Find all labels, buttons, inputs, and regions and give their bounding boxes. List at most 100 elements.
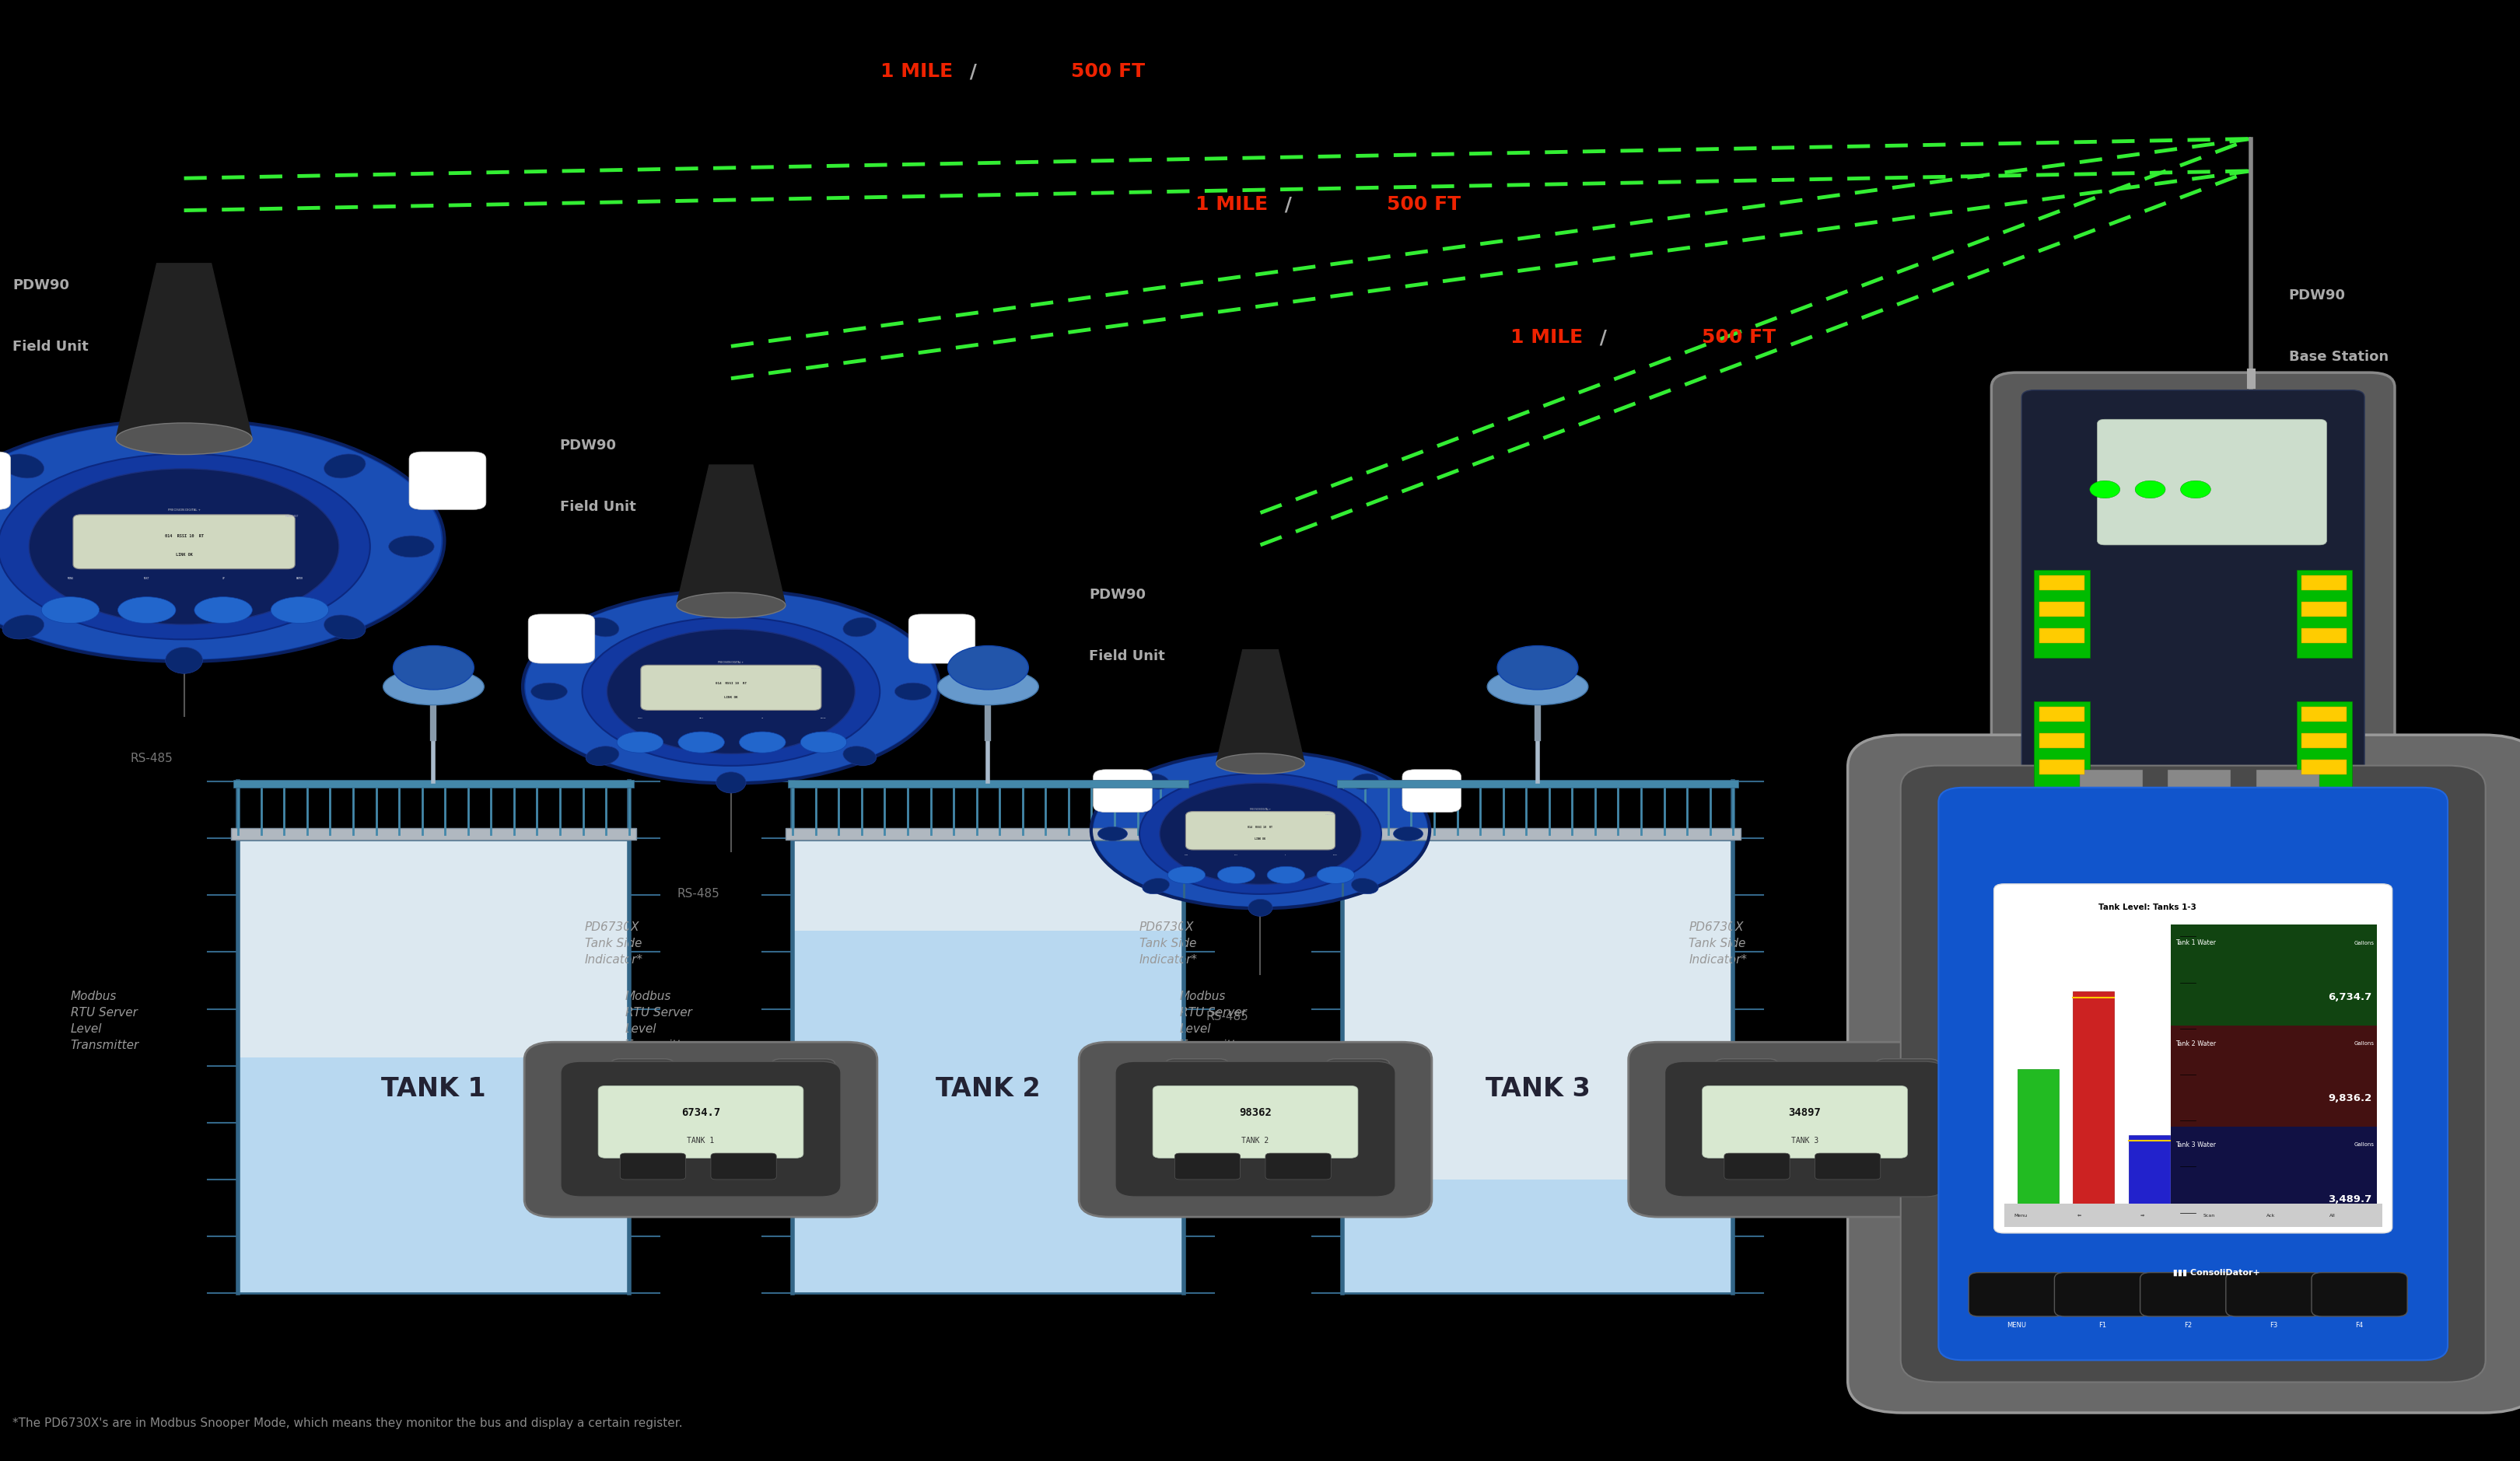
FancyBboxPatch shape [711,1153,776,1179]
Text: RS-485: RS-485 [678,888,718,900]
Ellipse shape [1315,866,1353,884]
FancyBboxPatch shape [1326,1059,1389,1090]
FancyBboxPatch shape [1847,735,2520,1413]
Bar [2039,733,2084,748]
Text: LINK OK: LINK OK [1255,837,1265,840]
Text: 98362: 98362 [1240,1107,1270,1118]
Ellipse shape [1091,752,1429,907]
Ellipse shape [716,590,746,611]
Text: TANK 2: TANK 2 [1242,1137,1268,1145]
Polygon shape [116,263,252,438]
FancyBboxPatch shape [559,1062,842,1197]
Text: F1: F1 [2097,1322,2107,1330]
FancyBboxPatch shape [73,514,295,568]
Text: 3,489.7: 3,489.7 [2328,1194,2371,1204]
FancyBboxPatch shape [640,665,822,710]
Text: Field Unit: Field Unit [559,500,635,514]
Text: Modbus
RTU Server
Level
Transmitter: Modbus RTU Server Level Transmitter [1179,991,1247,1052]
Ellipse shape [948,646,1028,690]
FancyBboxPatch shape [597,1086,804,1159]
Ellipse shape [0,421,444,660]
Ellipse shape [1487,669,1588,706]
Text: TANK 1: TANK 1 [381,1077,486,1102]
Circle shape [2134,481,2165,498]
Ellipse shape [1247,899,1273,916]
FancyBboxPatch shape [1184,811,1336,850]
Ellipse shape [1139,773,1381,894]
Text: 1 MILE: 1 MILE [1509,329,1583,346]
Ellipse shape [40,598,98,624]
Ellipse shape [393,646,474,690]
Text: ENTER: ENTER [297,577,302,580]
Ellipse shape [1215,754,1305,774]
Text: PRECISION DIGITAL +: PRECISION DIGITAL + [169,508,199,511]
Text: MENU: MENU [68,577,73,580]
Bar [2301,628,2346,643]
Ellipse shape [30,469,338,624]
Bar [2301,576,2346,590]
FancyBboxPatch shape [1714,1059,1777,1090]
Ellipse shape [1351,878,1378,894]
Text: *The PD6730X's are in Modbus Snooper Mode, which means they monitor the bus and : *The PD6730X's are in Modbus Snooper Mod… [13,1417,683,1429]
Circle shape [2180,481,2210,498]
FancyBboxPatch shape [771,1059,834,1090]
Ellipse shape [166,419,202,446]
Bar [2255,770,2318,799]
Text: 1 MILE: 1 MILE [1194,196,1268,213]
FancyBboxPatch shape [2225,1273,2321,1316]
Bar [237,840,630,1293]
Ellipse shape [842,747,877,766]
Ellipse shape [383,669,484,706]
Text: 014  RSSI 10  RT: 014 RSSI 10 RT [164,535,204,538]
Ellipse shape [801,732,847,752]
Text: 500 FT: 500 FT [1071,63,1144,80]
FancyBboxPatch shape [1265,1153,1331,1179]
Text: Modbus
RTU Server
Level
Transmitter: Modbus RTU Server Level Transmitter [625,991,693,1052]
Ellipse shape [716,771,746,793]
Bar [786,828,1192,840]
Text: TANK 1: TANK 1 [688,1137,713,1145]
Text: Modbus
RTU Server
Level
Transmitter: Modbus RTU Server Level Transmitter [71,991,139,1052]
Bar [2301,602,2346,617]
Text: TANK 3: TANK 3 [1484,1077,1590,1102]
Ellipse shape [582,617,879,766]
Text: 6734.7: 6734.7 [680,1107,721,1118]
Ellipse shape [194,598,252,624]
Ellipse shape [3,615,43,638]
FancyBboxPatch shape [1094,770,1152,812]
FancyBboxPatch shape [1814,1153,1880,1179]
Bar [2296,701,2351,789]
Bar [2034,701,2089,789]
Bar [791,840,1184,1293]
Text: ▮▮▮ ConsoliDator+: ▮▮▮ ConsoliDator+ [2167,1268,2258,1277]
Text: RS-485: RS-485 [2172,830,2213,842]
Text: PRECISION DIGITAL +: PRECISION DIGITAL + [1250,808,1270,811]
Bar [2016,1069,2059,1213]
Ellipse shape [166,647,202,674]
Bar [2301,760,2346,774]
Ellipse shape [1142,774,1169,789]
FancyBboxPatch shape [1114,1062,1396,1197]
FancyBboxPatch shape [408,451,486,510]
Bar [2301,707,2346,722]
Text: Tank Level: Tanks 1-3: Tank Level: Tanks 1-3 [2099,903,2195,912]
FancyBboxPatch shape [1701,1086,1908,1159]
Text: 014  RSSI 10  RT: 014 RSSI 10 RT [1247,825,1273,828]
Text: FIELD UNIT: FIELD UNIT [285,514,297,517]
Bar [1341,1180,1734,1293]
Ellipse shape [270,598,328,624]
FancyBboxPatch shape [1875,1059,1938,1090]
Polygon shape [1215,650,1305,764]
Text: ConsoliDator+
Modbus Client: ConsoliDator+ Modbus Client [2114,1375,2271,1417]
FancyBboxPatch shape [1079,1042,1431,1217]
Ellipse shape [0,454,370,640]
Text: 500 FT: 500 FT [1701,329,1774,346]
Text: LINK OK: LINK OK [176,552,192,557]
Text: 014  RSSI 10  RT: 014 RSSI 10 RT [716,682,746,685]
FancyBboxPatch shape [1991,373,2394,825]
Text: PDW90: PDW90 [559,438,617,453]
Ellipse shape [1167,866,1205,884]
Text: Tank 2 Water: Tank 2 Water [2175,1040,2215,1048]
Text: /: / [963,63,978,80]
FancyBboxPatch shape [620,1153,685,1179]
